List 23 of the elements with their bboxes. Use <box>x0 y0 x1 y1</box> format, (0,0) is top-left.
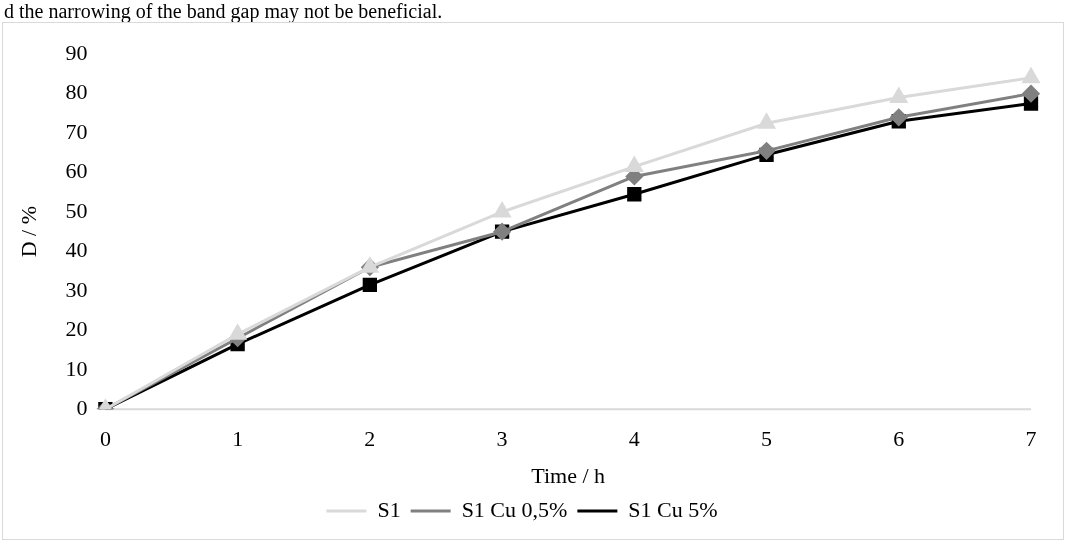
y-tick-label: 20 <box>65 316 88 342</box>
y-tick-label: 80 <box>65 79 88 105</box>
legend-label: S1 Cu 5% <box>628 496 718 522</box>
x-tick-label: 1 <box>232 426 244 452</box>
x-tick-label: 2 <box>364 426 376 452</box>
y-tick-label: 10 <box>65 355 88 381</box>
x-tick-label: 0 <box>99 426 111 452</box>
y-tick-label: 50 <box>65 197 88 223</box>
y-tick-label: 70 <box>65 118 88 144</box>
x-tick-label: 6 <box>893 426 905 452</box>
x-tick-label: 4 <box>628 426 640 452</box>
y-axis-title: D / % <box>15 206 41 258</box>
y-tick-label: 40 <box>65 237 88 263</box>
y-tick-label: 0 <box>76 394 88 420</box>
x-tick-label: 3 <box>496 426 508 452</box>
x-tick-label: 5 <box>761 426 773 452</box>
y-tick-label: 60 <box>65 158 88 184</box>
y-tick-label: 30 <box>65 276 88 302</box>
y-tick-label: 90 <box>65 39 88 65</box>
legend-label: S1 <box>377 496 401 522</box>
x-tick-label: 7 <box>1025 426 1037 452</box>
x-axis-title: Time / h <box>531 462 606 488</box>
legend-label: S1 Cu 0,5% <box>461 496 568 522</box>
